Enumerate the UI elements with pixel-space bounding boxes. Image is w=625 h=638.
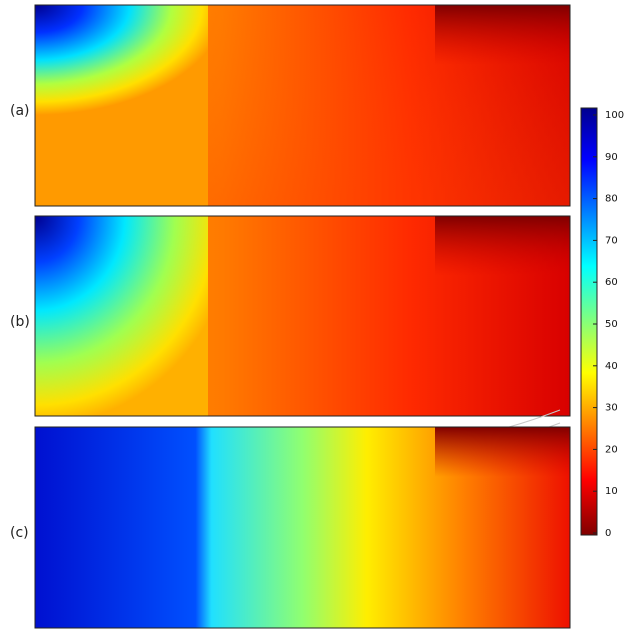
- panel-label: (a): [10, 103, 30, 119]
- colorbar-tick-label: 40: [605, 361, 618, 372]
- colorbar-tick-label: 10: [605, 486, 618, 497]
- panel-c: [34, 409, 571, 629]
- panel-label: (c): [10, 525, 29, 541]
- panel-label: (b): [10, 314, 30, 330]
- colorbar-tick-label: 80: [605, 194, 618, 205]
- colorbar-tick-label: 0: [605, 528, 611, 539]
- colorbar-tick-label: 90: [605, 152, 618, 163]
- colorbar-tick-label: 100: [605, 110, 624, 121]
- colorbar-tick-label: 20: [605, 444, 618, 455]
- colorbar: [580, 107, 598, 536]
- panel-a: [34, 4, 571, 207]
- colorbar-tick-label: 70: [605, 235, 618, 246]
- panel-b: [34, 215, 571, 417]
- colorbar-tick-label: 30: [605, 403, 618, 414]
- colorbar-tick-label: 50: [605, 319, 618, 330]
- colorbar-tick-label: 60: [605, 277, 618, 288]
